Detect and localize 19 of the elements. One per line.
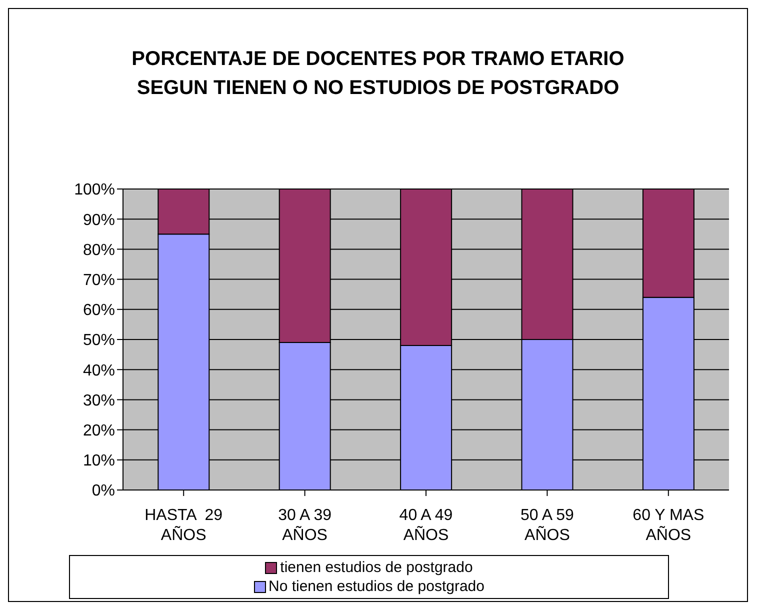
x-tick-label: 40 A 49 AÑOS xyxy=(399,507,453,544)
x-tick-label: 30 A 39 AÑOS xyxy=(278,507,332,544)
y-tick-label: 70% xyxy=(82,272,115,289)
y-tick-label: 80% xyxy=(82,242,115,259)
y-tick-label: 50% xyxy=(82,332,115,350)
y-tick-label: 100% xyxy=(74,182,115,199)
chart-title: PORCENTAJE DE DOCENTES POR TRAMO ETARIO SEGUN TIENEN O NO ESTUDIOS DE POSTGRADO xyxy=(130,47,626,101)
y-tick-label: 30% xyxy=(82,392,115,410)
y-tick-label: 10% xyxy=(82,452,115,470)
x-tick-label: 60 Y MAS AÑOS xyxy=(632,507,704,544)
legend-label: No tienen estudios de postgrado xyxy=(268,577,484,596)
y-tick-label: 40% xyxy=(82,362,115,380)
y-tick-label: 20% xyxy=(82,422,115,440)
x-tick-label: 50 A 59 AÑOS xyxy=(520,507,574,544)
y-tick-label: 60% xyxy=(82,302,115,320)
x-tick-label: HASTA 29 AÑOS xyxy=(144,507,223,544)
y-tick-label: 0% xyxy=(92,482,115,500)
legend-label: tienen estudios de postgrado xyxy=(280,558,473,577)
y-tick-label: 90% xyxy=(82,212,115,229)
